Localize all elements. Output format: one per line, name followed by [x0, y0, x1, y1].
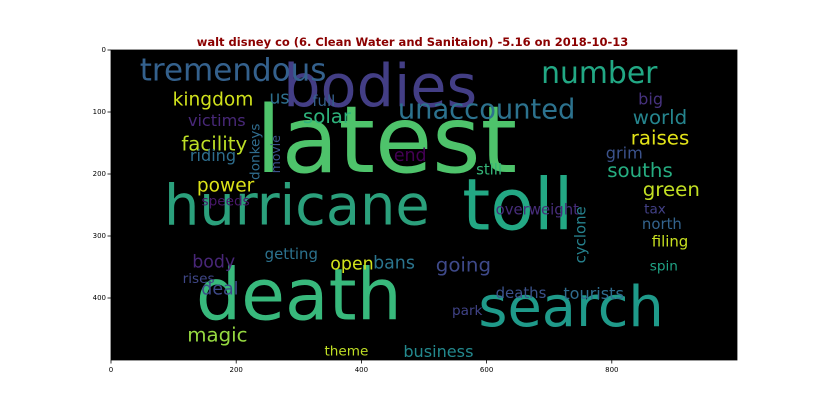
- x-tick-label: 200: [230, 366, 243, 374]
- word-magic: magic: [187, 324, 247, 347]
- word-grim: grim: [606, 143, 643, 162]
- word-big: big: [638, 90, 663, 109]
- word-tax: tax: [644, 201, 666, 217]
- plot-frame: [110, 49, 738, 361]
- word-going: going: [436, 254, 491, 277]
- word-facility: facility: [181, 133, 247, 156]
- word-bans: bans: [373, 253, 415, 273]
- word-death: death: [196, 253, 402, 336]
- plot-background: [111, 50, 737, 360]
- word-solar: solar: [303, 105, 352, 128]
- word-body: body: [192, 253, 235, 273]
- word-us: us: [269, 88, 289, 108]
- chart-title: walt disney co (6. Clean Water and Sanit…: [196, 35, 629, 49]
- x-tick-label: 800: [605, 366, 618, 374]
- word-filing: filing: [652, 233, 689, 251]
- word-bodies: bodies: [283, 52, 477, 121]
- word-still: still: [476, 161, 502, 179]
- word-kingdom: kingdom: [173, 90, 254, 111]
- word-latest: latest: [256, 86, 517, 194]
- word-full: full: [312, 92, 335, 110]
- word-green: green: [643, 178, 700, 201]
- word-overweight: overweight: [496, 200, 580, 218]
- word-raises: raises: [631, 127, 690, 150]
- word-number: number: [541, 56, 658, 91]
- word-cyclone: cyclone: [572, 206, 590, 263]
- word-theme: theme: [324, 343, 368, 359]
- word-deal: deal: [201, 279, 238, 299]
- word-toll: toll: [462, 164, 573, 247]
- y-tick-label: 200: [93, 170, 106, 178]
- y-tick-label: 100: [93, 108, 106, 116]
- word-world: world: [633, 106, 687, 129]
- word-movie: movie: [268, 135, 283, 173]
- word-deaths: deaths: [496, 284, 547, 302]
- word-spin: spin: [650, 258, 678, 274]
- word-tourists: tourists: [563, 284, 624, 303]
- word-victims: victims: [188, 111, 246, 130]
- word-open: open: [330, 255, 373, 275]
- x-tick-label: 600: [480, 366, 493, 374]
- x-tick-label: 400: [355, 366, 368, 374]
- y-tick-label: 0: [102, 46, 106, 54]
- word-end: end: [394, 146, 427, 166]
- axes: 0 200 400 600 800 0 100 200 300 400: [93, 46, 738, 374]
- word-donkeys: donkeys: [248, 123, 264, 179]
- word-riding: riding: [190, 146, 236, 165]
- word-north: north: [642, 215, 682, 233]
- x-tick-label: 0: [109, 366, 113, 374]
- word-souths: souths: [607, 159, 673, 182]
- word-getting: getting: [265, 245, 318, 263]
- word-park: park: [452, 303, 483, 319]
- word-rises: rises: [183, 271, 215, 287]
- word-business: business: [403, 342, 473, 361]
- y-tick-label: 300: [93, 232, 106, 240]
- word-power: power: [197, 175, 255, 196]
- word-unaccounted: unaccounted: [398, 95, 575, 126]
- word-tremendous: tremendous: [140, 53, 327, 89]
- word-search: search: [478, 275, 663, 340]
- word-hurricane: hurricane: [164, 174, 430, 239]
- y-tick-label: 400: [93, 294, 106, 302]
- word-speeds: speeds: [202, 193, 250, 209]
